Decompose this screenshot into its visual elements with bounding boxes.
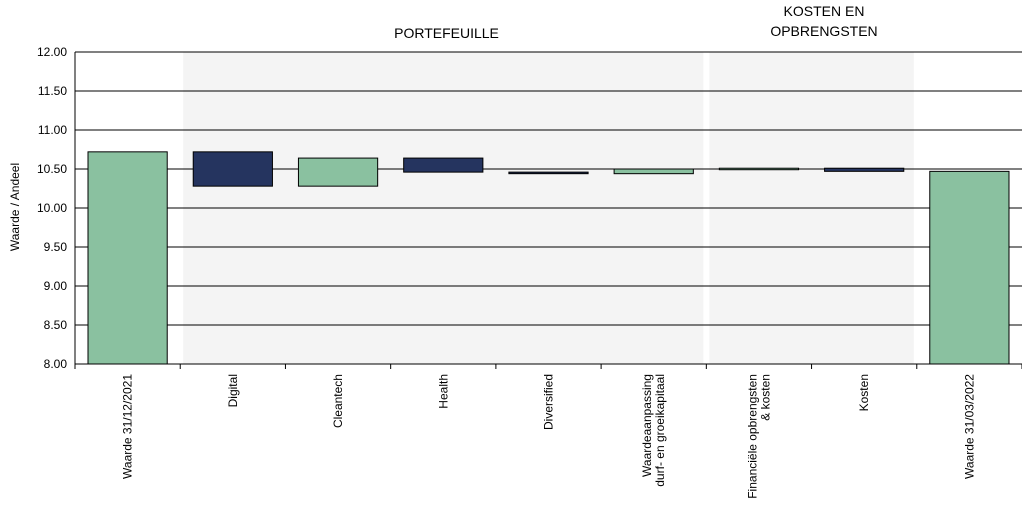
category-label: Digital [226,374,240,407]
category-label: Waarde 31/12/2021 [121,374,135,479]
y-tick-label: 9.50 [44,240,68,254]
group-label-kosten-en-opbrengsten: KOSTEN EN OPBRENGSTEN [719,1,929,41]
category-label: Financiële opbrengsten [745,374,759,499]
bar-5 [613,168,694,175]
y-tick-label: 8.00 [44,357,68,371]
y-tick-label: 11.50 [38,84,67,98]
y-tick-label: 10.00 [37,201,67,215]
bar-8 [929,170,1010,365]
y-tick-label: 11.00 [38,123,67,137]
category-label: Cleantech [331,374,345,428]
category-label: durf- en groeikapitaal [653,374,667,487]
category-label: Diversified [542,374,556,430]
bar-3 [403,157,484,173]
category-label: Health [436,374,450,409]
group-label-line-1: KOSTEN EN [783,3,865,19]
bar-1 [192,151,273,187]
y-tick-label: 8.50 [44,318,68,332]
bar-4 [508,171,589,175]
group-label-portefeuille: PORTEFEUILLE [394,25,499,41]
category-label: Waarde 31/03/2022 [962,374,976,479]
group-label-line-2: OPBRENGSTEN [770,23,878,39]
y-tick-label: 12.00 [37,45,67,59]
bar-2 [297,157,379,187]
y-tick-label: 9.00 [44,279,68,293]
category-label: Waardeaanpassing [640,374,654,477]
category-label: & kosten [758,374,772,421]
bar-0 [87,151,168,365]
bar-6 [718,167,800,171]
category-label: Kosten [857,374,871,411]
y-tick-label: 10.50 [37,162,67,176]
bar-7 [824,167,905,172]
